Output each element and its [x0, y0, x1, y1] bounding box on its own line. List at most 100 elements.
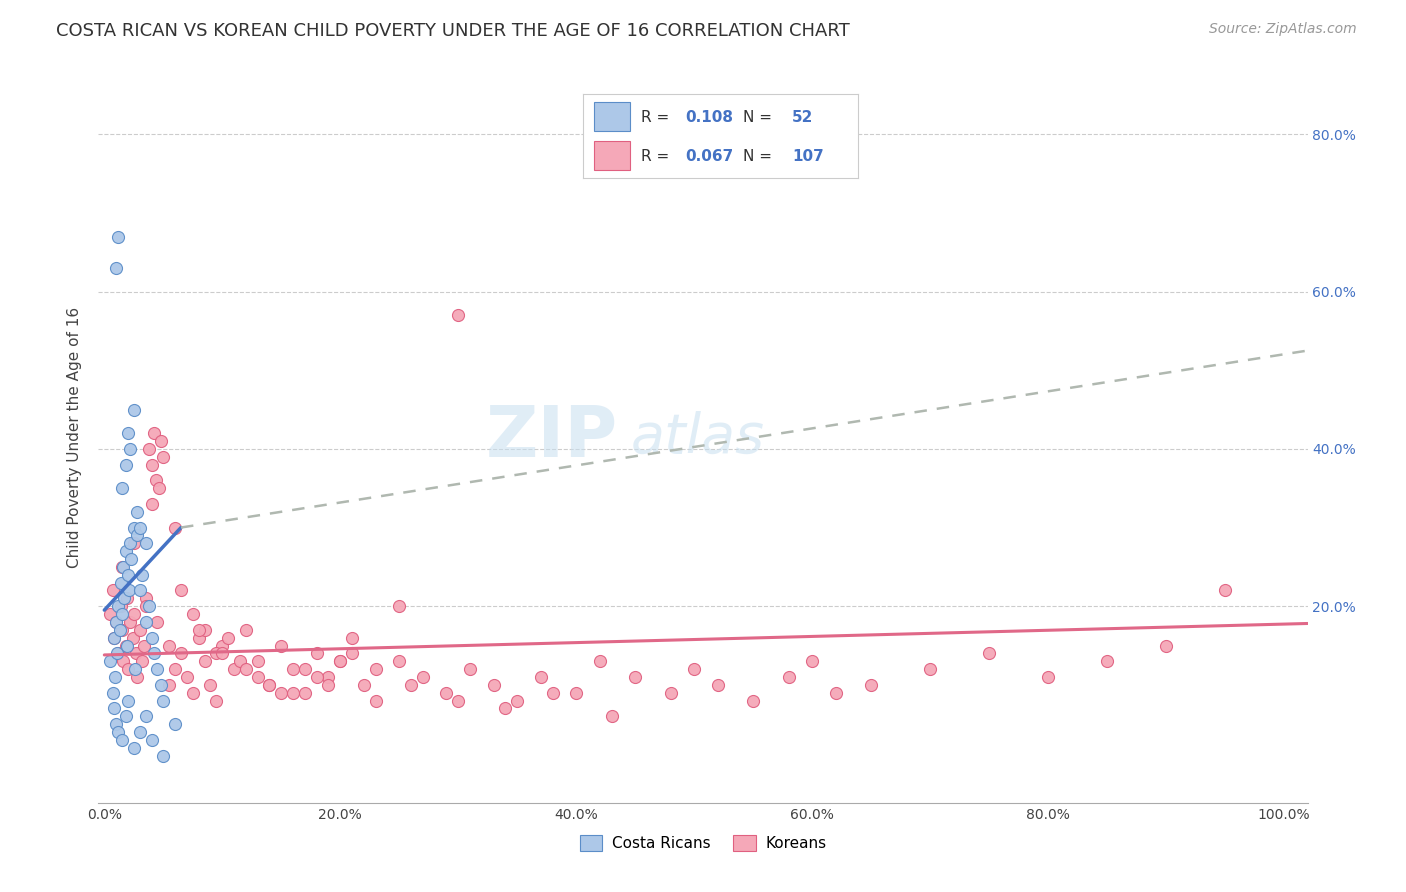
- Point: [149, 678, 172, 692]
- Point: [211, 639, 233, 653]
- Text: 0.108: 0.108: [685, 110, 733, 125]
- Point: [205, 693, 228, 707]
- Point: [138, 442, 160, 456]
- Y-axis label: Child Poverty Under the Age of 16: Child Poverty Under the Age of 16: [67, 307, 83, 567]
- Point: [105, 615, 128, 629]
- Point: [281, 686, 304, 700]
- Point: [305, 670, 328, 684]
- Point: [447, 308, 470, 322]
- Point: [107, 646, 129, 660]
- Point: [977, 646, 1000, 660]
- Point: [111, 481, 134, 495]
- Point: [122, 520, 145, 534]
- Point: [187, 631, 209, 645]
- Point: [127, 670, 149, 684]
- Point: [353, 678, 375, 692]
- Point: [115, 639, 138, 653]
- Point: [125, 646, 148, 660]
- Point: [235, 662, 257, 676]
- Point: [98, 654, 121, 668]
- Text: 0.067: 0.067: [685, 149, 733, 164]
- Point: [1213, 583, 1236, 598]
- Point: [135, 591, 157, 606]
- Point: [742, 693, 765, 707]
- Point: [121, 631, 143, 645]
- Point: [600, 709, 623, 723]
- Text: ZIP: ZIP: [486, 402, 619, 472]
- Point: [860, 678, 883, 692]
- Point: [294, 662, 316, 676]
- Point: [120, 552, 142, 566]
- Point: [107, 229, 129, 244]
- Point: [1154, 639, 1177, 653]
- Text: R =: R =: [641, 149, 675, 164]
- Point: [112, 559, 135, 574]
- Point: [624, 670, 647, 684]
- Point: [170, 583, 193, 598]
- Bar: [595, 103, 630, 131]
- Text: atlas: atlas: [630, 410, 765, 464]
- Point: [506, 693, 529, 707]
- Bar: [595, 141, 630, 169]
- Point: [120, 442, 142, 456]
- Point: [101, 583, 124, 598]
- Point: [259, 678, 281, 692]
- Point: [105, 717, 128, 731]
- Point: [801, 654, 824, 668]
- Point: [122, 740, 145, 755]
- Text: N =: N =: [742, 149, 776, 164]
- Point: [920, 662, 942, 676]
- Point: [141, 631, 163, 645]
- Point: [120, 615, 142, 629]
- Point: [318, 678, 340, 692]
- Legend: Costa Ricans, Koreans: Costa Ricans, Koreans: [574, 830, 832, 857]
- Point: [436, 686, 458, 700]
- Point: [706, 678, 728, 692]
- Point: [388, 599, 411, 614]
- Point: [122, 536, 145, 550]
- Point: [364, 662, 387, 676]
- Point: [118, 583, 141, 598]
- Point: [565, 686, 588, 700]
- Point: [165, 520, 187, 534]
- Point: [108, 623, 131, 637]
- Point: [181, 607, 204, 621]
- Point: [117, 693, 139, 707]
- Text: N =: N =: [742, 110, 776, 125]
- Point: [165, 662, 187, 676]
- Point: [205, 646, 228, 660]
- Point: [131, 567, 153, 582]
- Point: [107, 599, 129, 614]
- Point: [364, 693, 387, 707]
- Point: [128, 520, 150, 534]
- Point: [181, 686, 204, 700]
- Point: [110, 575, 132, 590]
- Point: [141, 497, 163, 511]
- Point: [152, 450, 174, 464]
- Point: [114, 544, 136, 558]
- Point: [145, 473, 167, 487]
- Point: [112, 654, 135, 668]
- Point: [447, 693, 470, 707]
- Point: [246, 670, 269, 684]
- Point: [105, 615, 128, 629]
- Point: [494, 701, 516, 715]
- Point: [101, 686, 124, 700]
- Point: [103, 631, 125, 645]
- Point: [122, 607, 145, 621]
- Point: [157, 678, 180, 692]
- Point: [134, 639, 156, 653]
- Point: [194, 623, 217, 637]
- Point: [107, 725, 129, 739]
- Point: [235, 623, 257, 637]
- Point: [340, 631, 363, 645]
- Point: [111, 732, 134, 747]
- Point: [152, 693, 174, 707]
- Point: [211, 646, 233, 660]
- Point: [318, 670, 340, 684]
- Point: [589, 654, 612, 668]
- Point: [482, 678, 505, 692]
- Point: [141, 458, 163, 472]
- Point: [120, 536, 142, 550]
- Point: [194, 654, 217, 668]
